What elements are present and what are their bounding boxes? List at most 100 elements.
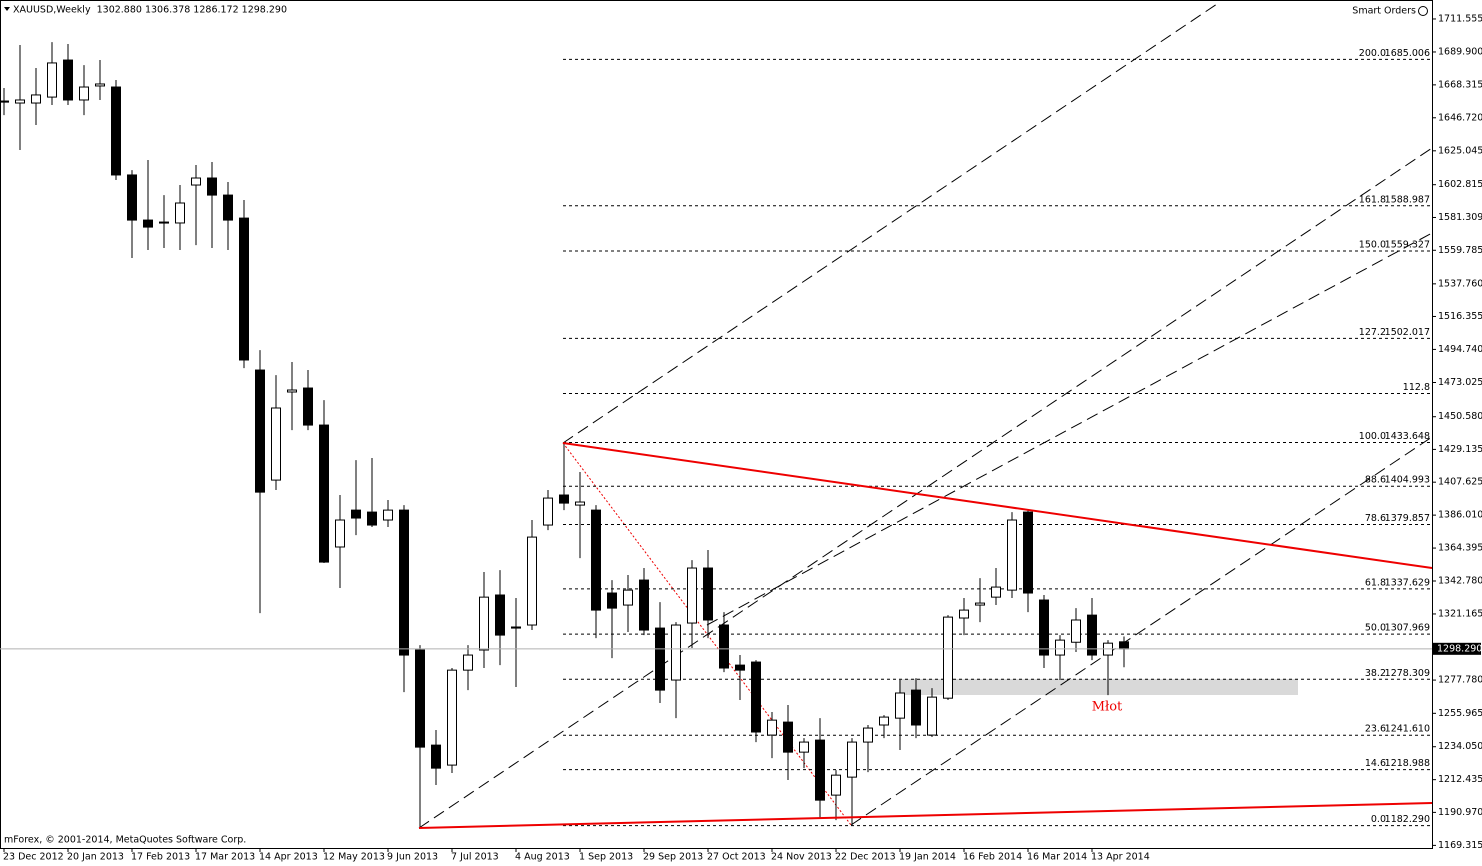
candle-body — [47, 62, 57, 98]
fib-level: 78.6 — [1365, 513, 1386, 524]
x-tick-label: 7 Jul 2013 — [451, 852, 499, 863]
fib-price: 1379.857 — [1385, 513, 1430, 524]
dropdown-icon — [4, 7, 10, 11]
x-tick-label: 13 Apr 2014 — [1091, 852, 1150, 863]
candle-body — [351, 509, 361, 519]
channel-line — [562, 1, 1221, 444]
candle-body — [559, 494, 569, 504]
y-tick-label: 1668.315 — [1438, 79, 1482, 90]
fib-level: 100.0 — [1359, 431, 1386, 442]
y-tick-label: 1277.780 — [1438, 675, 1482, 686]
candle-body — [959, 609, 969, 619]
candle-body — [463, 654, 473, 671]
fib-price: 1218.988 — [1385, 758, 1430, 769]
candle-body — [623, 589, 633, 606]
candle-body — [1039, 599, 1049, 656]
fib-price: 1182.290 — [1385, 814, 1430, 825]
support-zone — [899, 679, 1298, 695]
candle-body — [655, 627, 665, 691]
x-tick-label: 17 Mar 2013 — [195, 852, 255, 863]
x-tick-label: 16 Mar 2014 — [1027, 852, 1087, 863]
chart-header: XAUUSD,Weekly 1302.880 1306.378 1286.172… — [13, 5, 287, 16]
y-tick-label: 1407.625 — [1438, 477, 1482, 488]
y-tick-label: 1516.355 — [1438, 311, 1482, 322]
candle-body — [31, 94, 41, 104]
candle-body — [799, 741, 809, 753]
fib-price: 1433.648 — [1385, 431, 1430, 442]
candle-body — [79, 86, 89, 101]
candle-body — [1087, 614, 1097, 656]
candle-body — [175, 202, 185, 224]
candle-body — [1119, 641, 1129, 650]
y-tick-label: 1342.780 — [1438, 576, 1482, 587]
fib-price: 1404.993 — [1385, 475, 1430, 486]
current-price-box — [1433, 642, 1481, 655]
candle-body — [95, 83, 105, 87]
fib-level: 61.8 — [1365, 577, 1386, 588]
y-tick-label: 1473.025 — [1438, 377, 1482, 388]
channel-line — [706, 232, 1433, 626]
candle-body — [783, 721, 793, 753]
fib-level: 200.0 — [1359, 48, 1386, 59]
y-tick-label: 1190.970 — [1438, 807, 1482, 818]
candle-body — [271, 407, 281, 481]
y-tick-label: 1537.760 — [1438, 278, 1482, 289]
candle-body — [847, 741, 857, 778]
smart-orders[interactable]: Smart Orders — [1352, 6, 1416, 17]
candle-body — [191, 177, 201, 186]
y-tick-label: 1169.315 — [1438, 840, 1482, 851]
fib-price: 1588.987 — [1385, 194, 1430, 205]
smart-orders-icon[interactable] — [1418, 6, 1428, 16]
fib-level: 23.6 — [1365, 724, 1386, 735]
candle-body — [479, 596, 489, 651]
x-tick-label: 23 Dec 2012 — [3, 852, 64, 863]
x-tick-label: 27 Oct 2013 — [707, 852, 766, 863]
y-tick-label: 1559.785 — [1438, 245, 1482, 256]
candle-body — [671, 624, 681, 681]
current-price-label: 1298.290 — [1437, 643, 1482, 654]
y-tick-label: 1581.309 — [1438, 212, 1482, 223]
copyright: mForex, © 2001-2014, MetaQuotes Software… — [4, 835, 246, 846]
candle-body — [63, 59, 73, 101]
support-line — [418, 802, 1433, 829]
candle-body — [0, 100, 9, 103]
fib-price: 1559.327 — [1385, 239, 1430, 250]
candle-body — [719, 624, 729, 669]
candle-body — [383, 509, 393, 521]
annotation: Młot — [1092, 700, 1123, 715]
x-tick-label: 14 Apr 2013 — [259, 852, 318, 863]
fib-level: 150.0 — [1359, 239, 1386, 250]
channel-line — [418, 147, 1433, 829]
x-tick-label: 12 May 2013 — [323, 852, 385, 863]
fib-level: 88.6 — [1365, 475, 1386, 486]
candle-body — [751, 661, 761, 733]
candle-body — [287, 389, 297, 393]
y-tick-label: 1364.395 — [1438, 543, 1482, 554]
x-tick-label: 1 Sep 2013 — [579, 852, 633, 863]
x-tick-label: 4 Aug 2013 — [515, 852, 570, 863]
candle-body — [1023, 511, 1033, 594]
y-tick-label: 1321.165 — [1438, 608, 1482, 619]
x-tick-label: 17 Feb 2013 — [131, 852, 190, 863]
fib-price: 1241.610 — [1385, 724, 1430, 735]
channel-line — [850, 436, 1433, 826]
candle-body — [831, 774, 841, 796]
candle-body — [543, 497, 553, 526]
x-tick-label: 20 Jan 2013 — [67, 852, 124, 863]
candle-body — [943, 616, 953, 699]
candle-body — [575, 501, 585, 506]
candle-body — [511, 626, 521, 629]
candle-body — [1071, 619, 1081, 643]
candle-body — [111, 86, 121, 176]
candle-body — [975, 602, 985, 606]
candle-body — [207, 177, 217, 196]
fib-price: 1307.969 — [1385, 623, 1430, 634]
candle-body — [735, 664, 745, 671]
candle-body — [127, 174, 137, 221]
candle-body — [639, 579, 649, 631]
candle-body — [431, 744, 441, 769]
candle-body — [527, 536, 537, 626]
fib-level: 38.2 — [1365, 668, 1386, 679]
